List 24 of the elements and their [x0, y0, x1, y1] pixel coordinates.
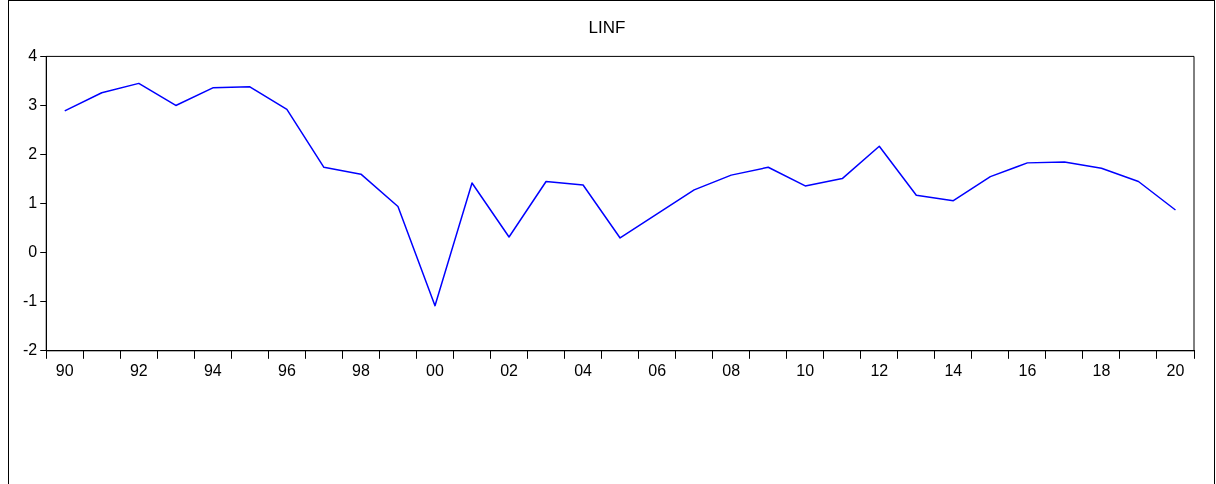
x-tick-label: 12: [870, 361, 889, 379]
y-tick-label: 4: [28, 46, 38, 64]
x-tick-label: 20: [1166, 361, 1185, 379]
x-tick-label: 94: [203, 361, 222, 379]
x-tick-label: 00: [426, 361, 444, 379]
y-tick-label: -2: [22, 341, 38, 359]
y-tick-label: 2: [28, 144, 38, 162]
x-tick-label: 92: [129, 361, 148, 379]
x-tick-label: 18: [1092, 361, 1111, 379]
x-tick-label: 02: [500, 361, 519, 379]
chart-title: LINF: [588, 17, 626, 37]
y-tick-label: 3: [28, 95, 38, 113]
x-tick-label: 04: [574, 361, 593, 379]
y-tick-label: 1: [28, 194, 38, 212]
y-tick-label: -1: [22, 292, 38, 310]
x-tick-label: 10: [796, 361, 815, 379]
x-tick-label: 90: [55, 361, 74, 379]
x-tick-label: 16: [1018, 361, 1037, 379]
y-tick-label: 0: [28, 243, 38, 261]
x-tick-label: 98: [352, 361, 370, 379]
x-tick-label: 14: [944, 361, 963, 379]
x-tick-label: 08: [722, 361, 741, 379]
x-tick-label: 06: [648, 361, 667, 379]
x-tick-label: 96: [277, 361, 296, 379]
